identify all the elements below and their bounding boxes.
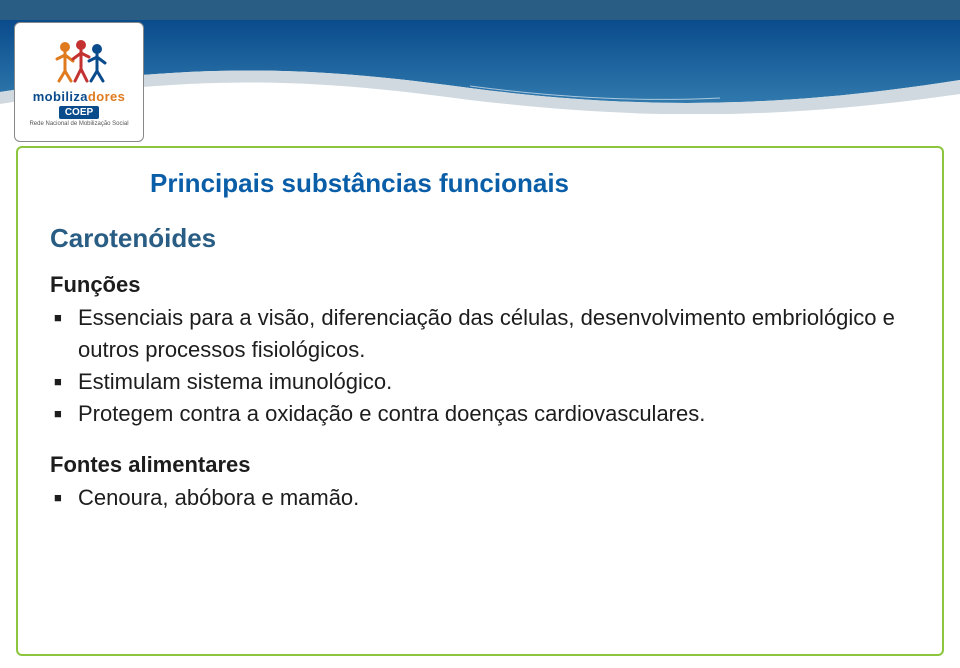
logo-badge: COEP: [59, 106, 99, 119]
functions-item: Protegem contra a oxidação e contra doen…: [54, 398, 910, 430]
logo-word-1: mobilizadores: [33, 89, 126, 104]
functions-item: Estimulam sistema imunológico.: [54, 366, 910, 398]
logo-subtitle: Rede Nacional de Mobilização Social: [29, 121, 128, 128]
header-band: mobilizadores COEP Rede Nacional de Mobi…: [0, 20, 960, 114]
header-curve: [0, 20, 960, 114]
functions-item: Essenciais para a visão, diferenciação d…: [54, 302, 910, 366]
functions-heading: Funções: [50, 272, 910, 298]
sources-heading: Fontes alimentares: [50, 452, 910, 478]
sources-list: Cenoura, abóbora e mamão.: [50, 482, 910, 514]
sources-item: Cenoura, abóbora e mamão.: [54, 482, 910, 514]
slide-title: Principais substâncias funcionais: [150, 168, 910, 199]
logo-text: mobilizadores: [33, 89, 126, 104]
logo-figures-icon: [47, 37, 111, 85]
logo: mobilizadores COEP Rede Nacional de Mobi…: [14, 22, 144, 142]
slide-subtitle: Carotenóides: [50, 223, 910, 254]
top-bar: [0, 0, 960, 20]
header-gap: [0, 114, 960, 124]
content-frame: Principais substâncias funcionais Carote…: [16, 146, 944, 656]
functions-list: Essenciais para a visão, diferenciação d…: [50, 302, 910, 430]
